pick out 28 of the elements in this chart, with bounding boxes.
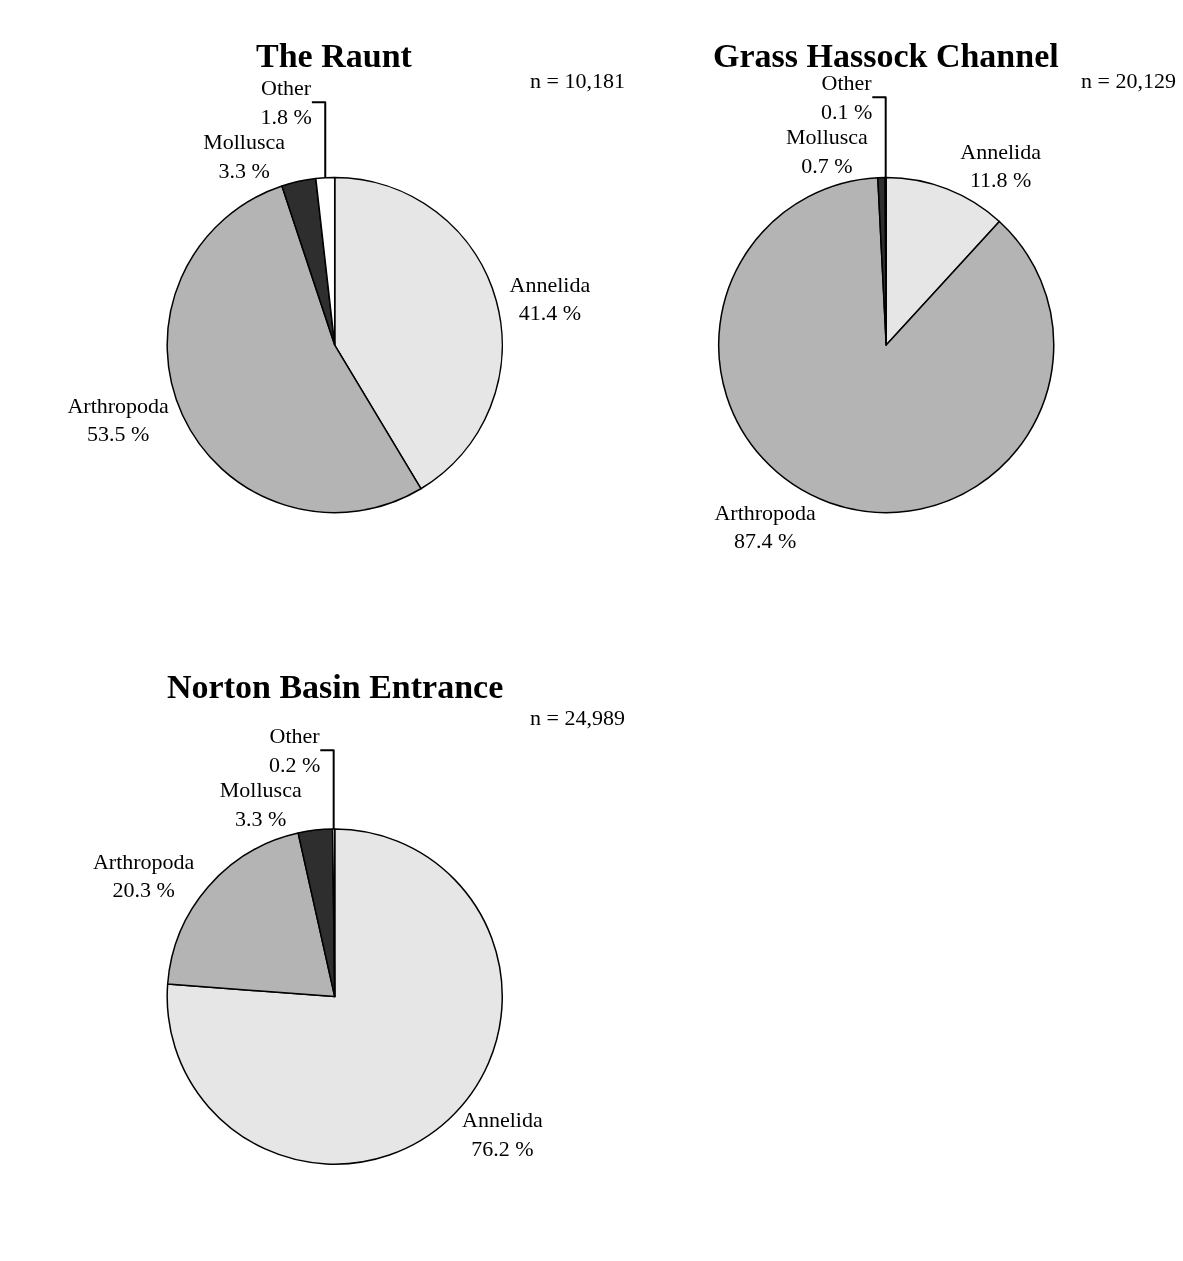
data-label: 3.3 % <box>235 805 287 831</box>
chart-title: Norton Basin Entrance <box>167 668 504 705</box>
text: n = 20,129 <box>1081 68 1176 93</box>
slice-label: Mollusca <box>785 124 869 150</box>
chart-title: The Raunt <box>256 37 413 74</box>
data-label: 11.8 % <box>969 167 1032 193</box>
slice-label: Mollusca <box>219 776 302 802</box>
data-label: 0.2 % <box>268 751 321 777</box>
text: n = 10,181 <box>530 68 625 93</box>
slice-label: Annelida <box>462 1107 543 1133</box>
data-label: 1.8 % <box>260 104 312 130</box>
data-label: 53.5 % <box>86 421 150 447</box>
slice-label: Annelida <box>960 138 1042 164</box>
data-label: 41.4 % <box>518 300 582 326</box>
slice-label: Arthropoda <box>92 848 195 874</box>
slice-label: Other <box>261 75 312 101</box>
data-label: 3.3 % <box>218 157 270 183</box>
slice-label: Annelida <box>509 271 591 297</box>
slice-label: Other <box>269 723 321 749</box>
slice-label: Mollusca <box>203 129 286 155</box>
data-label: 0.1 % <box>820 99 873 125</box>
text: n = 24,989 <box>530 705 625 730</box>
slice-label: Arthropoda <box>714 499 817 525</box>
slice-label: Arthropoda <box>67 392 170 418</box>
data-label: 0.7 % <box>801 152 853 178</box>
data-label: 20.3 % <box>112 877 175 903</box>
data-label: 76.2 % <box>471 1135 534 1161</box>
data-label: 87.4 % <box>733 528 797 554</box>
